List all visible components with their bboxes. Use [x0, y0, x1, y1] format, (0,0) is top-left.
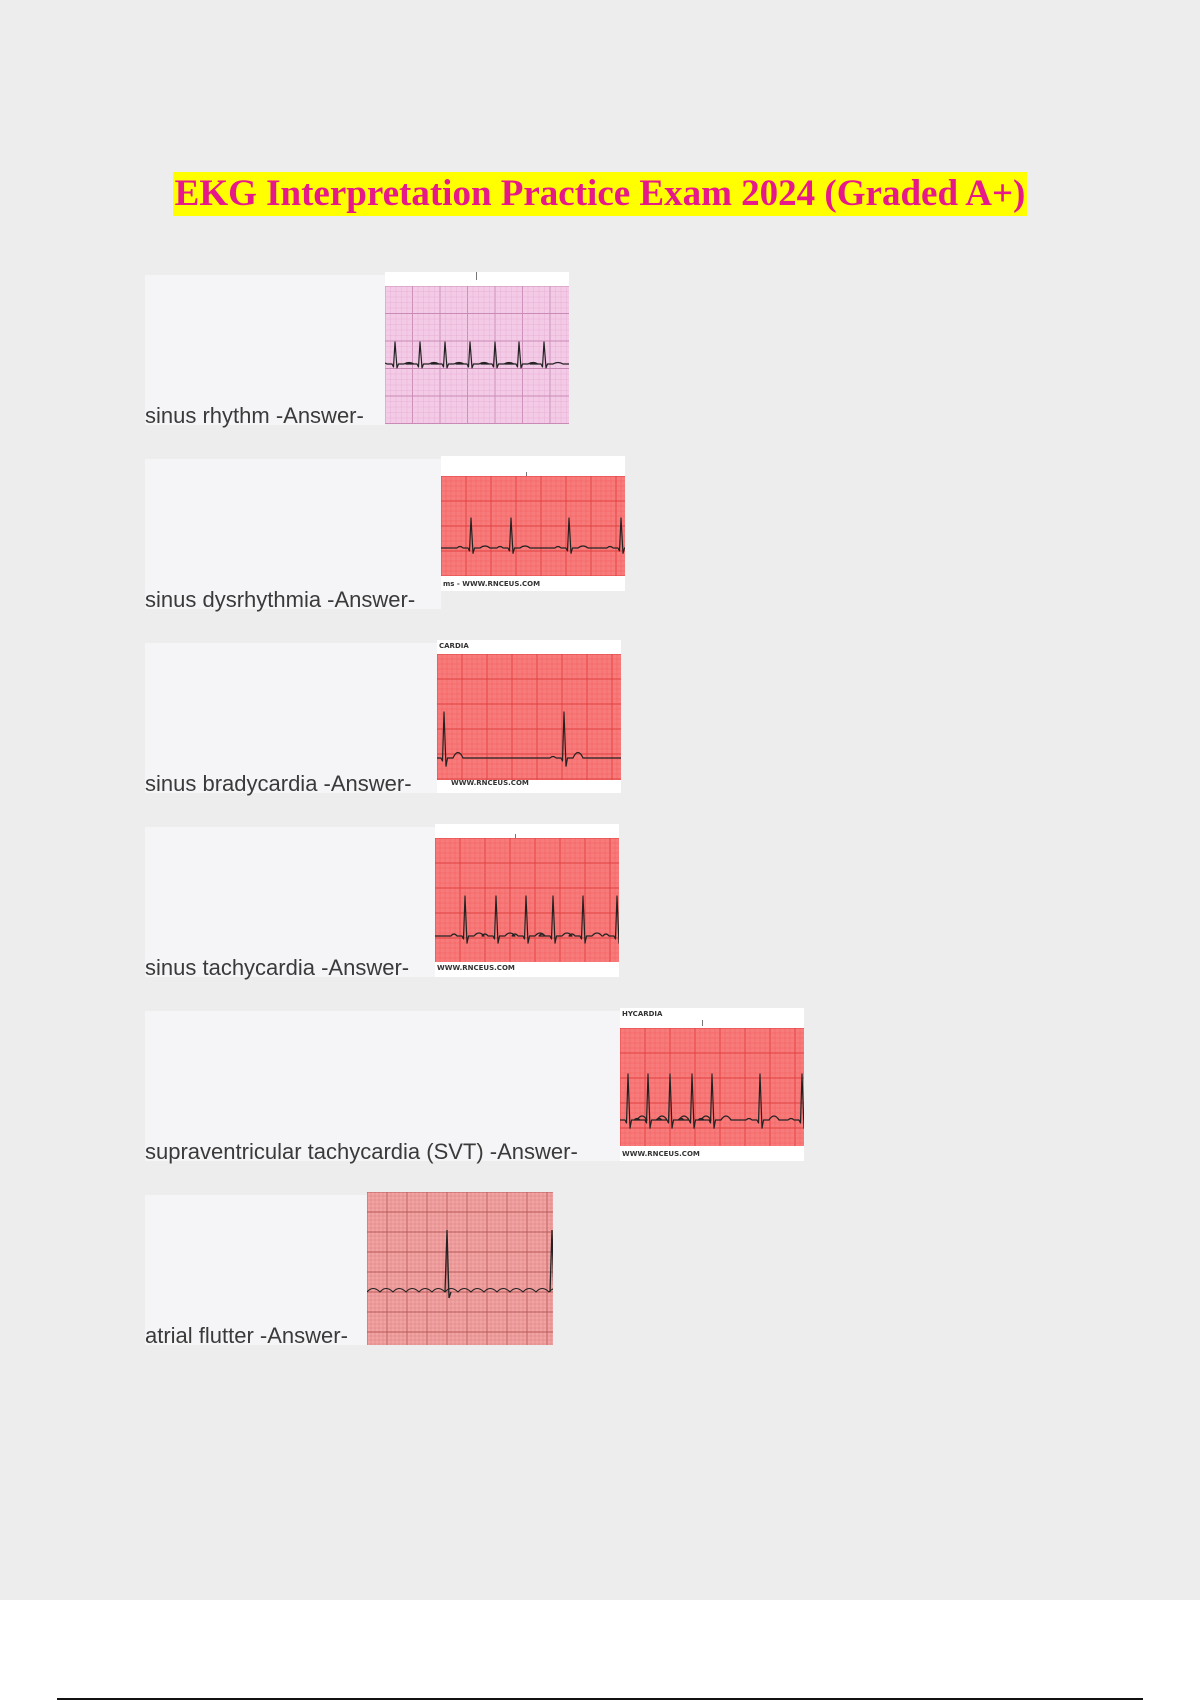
answer-blank-panel: [145, 1195, 367, 1345]
strip-caption-top: CARDIA: [439, 642, 469, 650]
ekg-strip-sinus-bradycardia: CARDIA WWW.RNCEUS.COM: [437, 640, 621, 793]
question-sinus-dysrhythmia: sinus dysrhythmia -Answer- ms - WWW.RNCE…: [145, 456, 625, 612]
question-label: sinus bradycardia -Answer-: [145, 771, 412, 796]
strip-caption: WWW.RNCEUS.COM: [622, 1150, 700, 1158]
ekg-tracing: [435, 838, 619, 962]
question-label: supraventricular tachycardia (SVT) -Answ…: [145, 1139, 578, 1164]
ekg-tracing: [385, 286, 569, 424]
strip-caption: ms - WWW.RNCEUS.COM: [443, 580, 541, 588]
ekg-tracing: [367, 1192, 553, 1345]
question-label: sinus dysrhythmia -Answer-: [145, 587, 416, 612]
question-label: sinus rhythm -Answer-: [145, 403, 364, 428]
ekg-strip-sinus-rhythm: [385, 272, 569, 424]
strip-caption: WWW.RNCEUS.COM: [437, 964, 515, 972]
question-sinus-rhythm: sinus rhythm -Answer-: [145, 272, 570, 428]
answer-blank-panel: [145, 1011, 620, 1161]
question-sinus-tachycardia: sinus tachycardia -Answer- WWW.RNCEUS.CO…: [145, 824, 619, 980]
ekg-strip-sinus-dysrhythmia: ms - WWW.RNCEUS.COM: [441, 456, 625, 591]
document-title: EKG Interpretation Practice Exam 2024 (G…: [172, 172, 1028, 216]
ekg-tracing: [437, 654, 621, 780]
ekg-tracing: [620, 1028, 804, 1146]
ekg-strip-atrial-flutter: [367, 1192, 553, 1345]
question-label: sinus tachycardia -Answer-: [145, 955, 410, 980]
answer-blank-panel: [145, 275, 385, 425]
footer-rule: [57, 1698, 1143, 1700]
answer-blank-panel: [145, 459, 441, 609]
question-atrial-flutter: atrial flutter -Answer-: [145, 1192, 553, 1348]
question-svt: supraventricular tachycardia (SVT) -Answ…: [145, 1008, 804, 1164]
answer-blank-panel: [145, 643, 437, 793]
answer-blank-panel: [145, 827, 435, 977]
ekg-strip-sinus-tachycardia: WWW.RNCEUS.COM: [435, 824, 619, 977]
ekg-tracing: [441, 476, 625, 576]
ekg-strip-svt: HYCARDIA WWW.RNCEUS.COM: [620, 1008, 804, 1161]
strip-caption: WWW.RNCEUS.COM: [451, 779, 529, 787]
document-page: EKG Interpretation Practice Exam 2024 (G…: [0, 0, 1200, 1600]
question-label: atrial flutter -Answer-: [145, 1323, 348, 1348]
question-sinus-bradycardia: sinus bradycardia -Answer- CARDIA WWW.RN…: [145, 640, 621, 796]
strip-caption-top: HYCARDIA: [622, 1010, 663, 1018]
